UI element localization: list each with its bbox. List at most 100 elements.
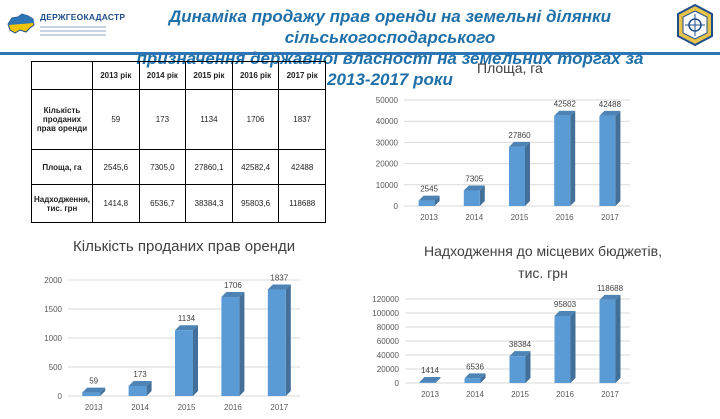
bar: [554, 315, 571, 383]
bar-top: [82, 387, 106, 393]
data-label: 38384: [509, 340, 532, 349]
data-label: 1134: [178, 314, 196, 323]
bar: [599, 299, 616, 383]
y-tick-label: 1000: [44, 334, 62, 343]
data-label: 42488: [599, 100, 622, 109]
y-tick-label: 40000: [377, 351, 400, 360]
data-label: 27860: [508, 131, 531, 140]
bar-top: [419, 377, 441, 383]
x-tick-label: 2014: [131, 403, 149, 412]
y-tick-label: 0: [395, 379, 400, 388]
slide-header: ДЕРЖГЕОКАДАСТР Динаміка продажу прав оре…: [0, 0, 720, 89]
x-tick-label: 2016: [556, 213, 574, 222]
x-tick-label: 2017: [270, 403, 288, 412]
table-header-cell: 2016 рік: [231, 61, 280, 90]
bar: [463, 190, 480, 206]
table-row-label: Надходження, тис. грн: [31, 184, 93, 223]
data-label: 1706: [224, 281, 242, 290]
area-chart: 0 10000 20000 30000 40000 50000 2545 2013 7305 20…: [376, 96, 630, 222]
y-tick-label: 500: [49, 363, 63, 372]
table-cell: 42582,4: [231, 149, 280, 185]
table-cell: 95803,6: [231, 184, 280, 223]
bar-top: [464, 373, 486, 379]
x-tick-label: 2015: [511, 213, 529, 222]
bar-side: [525, 351, 531, 383]
bar-side: [615, 294, 621, 383]
bar-side: [100, 387, 106, 396]
table-row-label: Кількість проданих прав оренди: [31, 89, 93, 150]
bar-side: [435, 377, 441, 383]
bar-top: [221, 292, 245, 298]
count-chart: 0 500 1000 1500 2000 59 2013 173 2014 1134 2015 170…: [44, 273, 300, 412]
x-tick-label: 2017: [601, 213, 619, 222]
bar: [509, 356, 526, 383]
data-label: 59: [89, 377, 98, 386]
bar: [554, 115, 571, 206]
bar-side: [193, 325, 198, 396]
table-cell: 59: [91, 89, 140, 150]
revenue-chart-title: Надходження до місцевих бюджетів, тис. г…: [421, 240, 665, 284]
logo-subtitle-lines: [40, 26, 106, 38]
x-tick-label: 2017: [601, 390, 619, 399]
bar-side: [525, 141, 530, 206]
bar: [128, 385, 147, 396]
x-tick-label: 2014: [466, 390, 484, 399]
x-tick-label: 2015: [511, 390, 529, 399]
data-label: 7305: [465, 175, 483, 184]
table-header-row: 2013 рік 2014 рік 2015 рік 2016 рік 2017…: [31, 61, 326, 90]
stats-table: 2013 рік 2014 рік 2015 рік 2016 рік 2017…: [31, 61, 326, 223]
bar-side: [239, 292, 245, 396]
table-cell: 7305,0: [138, 149, 187, 185]
logo-text: ДЕРЖГЕОКАДАСТР: [40, 12, 126, 22]
bar-side: [285, 284, 291, 396]
bar: [418, 200, 435, 206]
data-label: 1837: [270, 273, 288, 282]
x-tick-label: 2016: [556, 390, 574, 399]
table-header-cell: 2013 рік: [91, 61, 140, 90]
bar-top: [509, 141, 530, 147]
x-tick-label: 2014: [465, 213, 483, 222]
x-tick-label: 2015: [178, 403, 196, 412]
bar-side: [570, 310, 576, 383]
table-header-cell: 2015 рік: [185, 61, 233, 90]
data-label: 6536: [466, 362, 484, 371]
y-tick-label: 100000: [372, 309, 399, 318]
bar-side: [615, 110, 621, 206]
data-label: 2545: [420, 185, 438, 194]
y-tick-label: 2000: [44, 276, 62, 285]
bar: [82, 392, 101, 396]
table-cell: 1706: [231, 89, 280, 150]
table-cell: 1414,8: [91, 184, 140, 223]
bar-top: [599, 294, 621, 300]
data-label: 173: [133, 370, 147, 379]
revenue-chart: 0 20000 40000 60000 80000 100000 120000 1414 201…: [372, 284, 630, 399]
y-tick-label: 0: [58, 392, 63, 401]
table-cell: 1837: [278, 89, 326, 150]
y-tick-label: 30000: [376, 138, 399, 147]
data-label: 95803: [554, 300, 577, 309]
header-divider: [0, 52, 720, 55]
table-header-cell: [31, 61, 93, 90]
title-line-1: Динаміка продажу прав оренди на земельні…: [168, 7, 612, 47]
table-cell: 42488: [278, 149, 326, 185]
table-cell: 118688: [278, 184, 326, 223]
bar-top: [175, 325, 198, 331]
bar-top: [267, 284, 291, 290]
x-tick-label: 2013: [421, 390, 439, 399]
y-tick-label: 20000: [376, 160, 399, 169]
table-cell: 27860,1: [185, 149, 233, 185]
table-cell: 1134: [185, 89, 233, 150]
revenue-title-line-2: тис. грн: [518, 265, 568, 281]
emblem-icon: [677, 4, 713, 46]
table-row: Площа, га 2545,6 7305,0 27860,1 42582,4 …: [31, 149, 326, 185]
y-tick-label: 0: [394, 202, 399, 211]
y-tick-label: 40000: [376, 117, 399, 126]
bar-top: [128, 380, 152, 386]
data-label: 42582: [554, 100, 577, 109]
x-tick-label: 2013: [85, 403, 103, 412]
table-row: Кількість проданих прав оренди 59 173 11…: [31, 89, 326, 150]
agency-logo: ДЕРЖГЕОКАДАСТР: [6, 6, 125, 46]
y-tick-label: 60000: [377, 337, 400, 346]
bar-top: [418, 195, 440, 201]
bar: [419, 382, 436, 383]
